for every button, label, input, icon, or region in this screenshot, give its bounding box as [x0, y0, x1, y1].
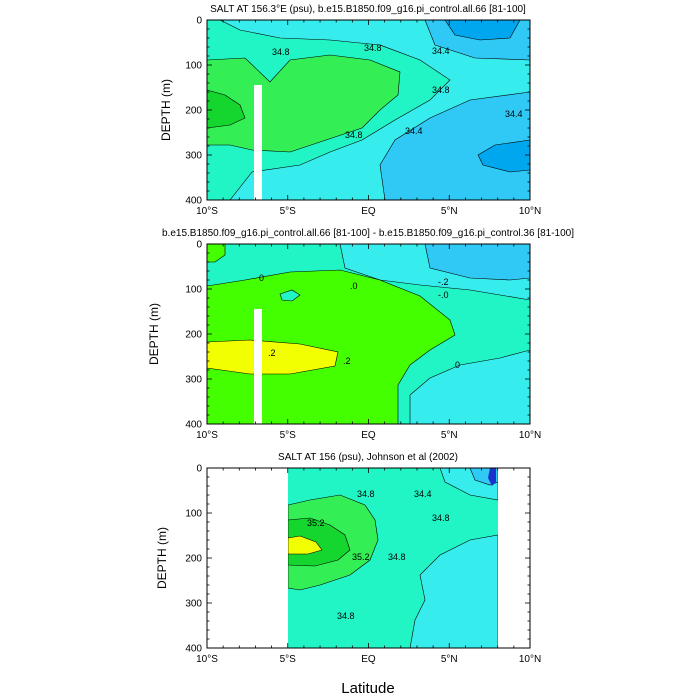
panel-3-xtick-label: 5°N	[441, 654, 458, 665]
panel-3-no-data-south	[207, 468, 288, 648]
panel-3-ytick-label: 300	[185, 599, 202, 610]
panel-2-region-strong-negative	[424, 244, 530, 281]
panel-1-region-fresh-deep	[477, 139, 530, 173]
panel-2-xtick-label: 10°S	[196, 430, 218, 441]
panel-1-ticks: 10°S 5°S EQ 5°N 10°N 0 100 200 300 400	[185, 16, 541, 218]
panel-3-ticks: 10°S 5°S EQ 5°N 10°N 0 100 200 300 400	[185, 464, 541, 666]
panel-2-xtick-label: EQ	[361, 430, 376, 441]
panel-3-title: SALT AT 156 (psu), Johnson et al (2002)	[278, 452, 458, 463]
panel-3-contour-label-4: 34.8	[432, 513, 450, 523]
panel-3-ytick-label: 200	[185, 554, 202, 565]
panel-1-contour-label-7: 34.4	[505, 109, 523, 119]
panel-2-ytick-label: 200	[185, 330, 202, 341]
panel-3-xtick-label: 10°S	[196, 654, 218, 665]
panel-2-ylabel: DEPTH (m)	[147, 303, 161, 365]
panel-2-ytick-label: 300	[185, 375, 202, 386]
panel-3-region-freshest	[488, 468, 496, 486]
panel-2-ticks: 10°S 5°S EQ 5°N 10°N 0 100 200 300 400	[185, 240, 541, 442]
panel-1-region-low-salinity-north	[379, 91, 530, 200]
panel-2-region-near-zero-island	[279, 289, 301, 302]
panel-2-title: b.e15.B1850.f09_g16.pi_control.all.66 [8…	[162, 228, 574, 239]
panel-2-xtick-label: 5°S	[280, 430, 297, 441]
panel-3-contour-label-6: 34.8	[388, 552, 406, 562]
panel-1-region-fresh-core	[444, 20, 521, 41]
panel-3-contour-label-7: 34.8	[337, 611, 355, 621]
panel-3-plot-area	[207, 468, 530, 648]
panel-3-ytick-label: 0	[196, 464, 202, 475]
panel-2-ytick-label: 100	[185, 285, 202, 296]
panel-2: b.e15.B1850.f09_g16.pi_control.all.66 [8…	[147, 228, 574, 441]
panel-2-xtick-label: 5°N	[441, 430, 458, 441]
panel-2-ytick-label: 0	[196, 240, 202, 251]
panel-2-ytick-label: 400	[185, 420, 202, 431]
panel-1-title: SALT AT 156.3°E (psu), b.e15.B1850.f09_g…	[210, 4, 526, 15]
panel-1-contour-label-3: 34.4	[432, 46, 450, 56]
figure-xlabel: Latitude	[341, 680, 394, 697]
panel-1-region-salinity-max	[207, 89, 246, 129]
panel-1-ytick-label: 300	[185, 151, 202, 162]
panel-1-contour-label-6: 34.4	[405, 126, 423, 136]
panel-1-xtick-label: 5°S	[280, 206, 297, 217]
panel-2-contour-label-5: .2	[268, 348, 276, 358]
panel-3-contour-label-5: 35.2	[352, 552, 370, 562]
panel-3-contour-label-2: 34.4	[414, 489, 432, 499]
panel-1-ytick-label: 100	[185, 61, 202, 72]
panel-2-contour-label-3: -.2	[438, 277, 449, 287]
panel-3-contour-label-1: 34.8	[357, 489, 375, 499]
panel-2-region-negative-deep	[409, 349, 530, 424]
panel-1-xtick-label: 5°N	[441, 206, 458, 217]
panel-2-contour-labels: 0 .0 -.2 -.0 .2 .2 0	[259, 273, 460, 370]
panel-3-ylabel: DEPTH (m)	[155, 527, 169, 589]
panel-1-plot-area	[207, 20, 530, 200]
panel-1-ytick-label: 200	[185, 106, 202, 117]
panel-3-contour-labels: 34.8 34.4 35.2 34.8 35.2 34.8 34.8	[307, 489, 450, 621]
panel-3-xtick-label: 5°S	[280, 654, 297, 665]
panel-2-region-positive	[207, 269, 456, 424]
panel-1-contour-labels: 34.8 34.8 34.4 34.8 34.8 34.4 34.4	[272, 43, 523, 140]
panel-3-ytick-label: 100	[185, 509, 202, 520]
panel-2-contour-label-2: .0	[350, 281, 358, 291]
panel-1-ytick-label: 400	[185, 196, 202, 207]
panel-3-xtick-label: EQ	[361, 654, 376, 665]
panel-2-missing-data-gap	[254, 309, 262, 424]
panel-2-xtick-label: 10°N	[519, 430, 541, 441]
panel-3-contour-label-3: 35.2	[307, 518, 325, 528]
panel-1-xtick-label: EQ	[361, 206, 376, 217]
panel-2-contour-label-1: 0	[259, 273, 264, 283]
panel-1-contour-label-5: 34.8	[345, 130, 363, 140]
panel-1-contour-label-1: 34.8	[272, 47, 290, 57]
panel-3: SALT AT 156 (psu), Johnson et al (2002) …	[155, 452, 541, 665]
panel-2-plot-area	[207, 244, 530, 424]
panel-1-xtick-label: 10°N	[519, 206, 541, 217]
panel-2-region-positive-corner	[207, 244, 226, 263]
panel-1-contour-label-4: 34.8	[432, 85, 450, 95]
panel-2-contour-label-7: 0	[455, 360, 460, 370]
panel-2-contour-label-4: -.0	[438, 290, 449, 300]
panel-3-ytick-label: 400	[185, 644, 202, 655]
panel-1-missing-data-gap	[254, 85, 262, 200]
panel-3-no-data-north	[498, 468, 530, 648]
panel-1-ytick-label: 0	[196, 16, 202, 27]
panel-2-region-strong-positive	[207, 339, 339, 375]
panel-1-ylabel: DEPTH (m)	[159, 79, 173, 141]
panel-1-contour-label-2: 34.8	[364, 43, 382, 53]
panel-1-xtick-label: 10°S	[196, 206, 218, 217]
panel-1: SALT AT 156.3°E (psu), b.e15.B1850.f09_g…	[159, 4, 541, 217]
panel-3-xtick-label: 10°N	[519, 654, 541, 665]
panel-2-contour-label-6: .2	[343, 356, 351, 366]
